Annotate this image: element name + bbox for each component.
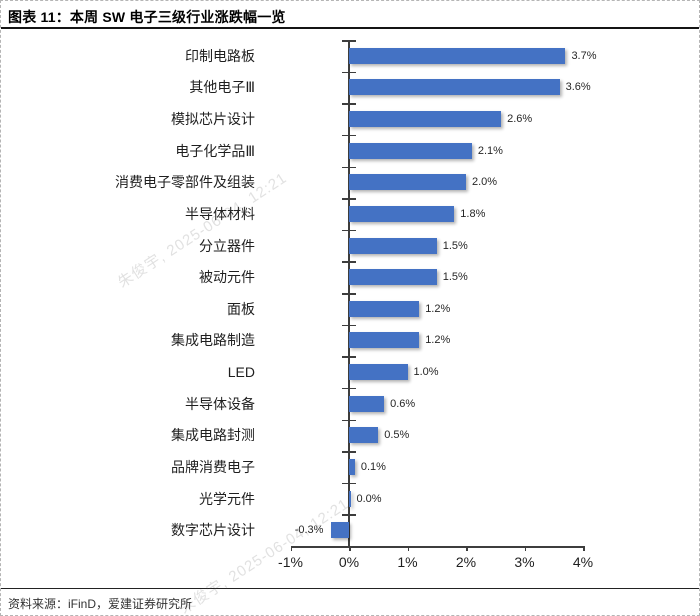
- x-axis-tick-label: 0%: [338, 554, 360, 570]
- value-label: 1.8%: [460, 207, 486, 220]
- x-axis-tick: [349, 546, 351, 551]
- x-axis-tick-label: 4%: [572, 554, 594, 570]
- x-axis-tick-label: 2%: [455, 554, 477, 570]
- value-label: 2.0%: [472, 176, 498, 189]
- x-axis-tick: [290, 546, 292, 551]
- x-axis-tick-label: 1%: [397, 554, 418, 570]
- value-label: 1.2%: [425, 302, 451, 315]
- y-axis-tick: [342, 40, 356, 42]
- y-axis-tick: [342, 356, 356, 358]
- figure-title: 图表 11：本周 SW 电子三级行业涨跌幅一览: [1, 1, 699, 29]
- y-axis-tick: [342, 166, 356, 168]
- bar: [349, 364, 408, 381]
- value-label: 3.7%: [571, 49, 597, 62]
- bar: [349, 427, 379, 444]
- bar: [349, 395, 385, 412]
- y-axis-tick: [342, 229, 356, 232]
- category-label: 半导体设备: [185, 395, 255, 412]
- value-label: 0.6%: [390, 397, 416, 410]
- value-label: 1.5%: [442, 239, 468, 252]
- value-label: 1.5%: [442, 271, 468, 284]
- bar: [349, 47, 566, 64]
- category-label: 集成电路制造: [171, 332, 255, 349]
- y-axis-tick: [342, 451, 356, 453]
- category-label: 电子化学品Ⅲ: [175, 142, 255, 159]
- value-label: 1.2%: [425, 334, 451, 347]
- y-axis-tick: [342, 324, 356, 327]
- value-label: 2.6%: [507, 113, 533, 126]
- value-label: 2.1%: [477, 144, 503, 157]
- x-axis-tick: [407, 546, 409, 551]
- value-label: 0.0%: [356, 492, 382, 505]
- bar: [349, 111, 502, 128]
- y-axis-tick: [342, 198, 356, 200]
- value-label: 0.5%: [384, 429, 410, 442]
- bar: [349, 490, 351, 507]
- bar: [349, 458, 355, 475]
- x-axis-tick: [583, 546, 585, 551]
- category-label: 数字芯片设计: [171, 522, 255, 539]
- x-axis-tick-label: 3%: [514, 554, 535, 570]
- bar-chart: -1% 0% 1% 2% 3% 4% 印制电路板 3.7% 其他电子Ⅲ 3.6% 模拟芯片设计 2.6…: [1, 29, 699, 588]
- x-axis-tick: [524, 546, 526, 551]
- category-label: 集成电路封测: [171, 427, 255, 444]
- category-label: 模拟芯片设计: [171, 111, 255, 128]
- bar: [349, 269, 437, 286]
- y-axis-tick: [342, 482, 356, 485]
- category-label: 被动元件: [199, 269, 255, 286]
- category-label: 光学元件: [199, 490, 255, 507]
- bar: [349, 79, 560, 96]
- bar: [349, 300, 420, 317]
- y-axis-tick: [342, 71, 356, 74]
- category-label: 半导体材料: [185, 205, 255, 222]
- bar: [349, 142, 472, 159]
- value-label: 3.6%: [565, 81, 591, 94]
- y-axis-tick: [342, 134, 356, 137]
- x-axis-tick: [466, 546, 468, 551]
- category-label: 面板: [227, 300, 255, 317]
- category-label: 其他电子Ⅲ: [189, 79, 255, 96]
- bar: [349, 174, 466, 191]
- category-label: 分立器件: [199, 237, 255, 254]
- value-label: 1.0%: [413, 366, 439, 379]
- x-axis-line: [290, 546, 583, 548]
- y-axis-tick: [342, 261, 356, 263]
- value-label: -0.3%: [294, 524, 324, 537]
- x-axis-tick-label: -1%: [278, 554, 303, 570]
- y-axis-tick: [342, 103, 356, 105]
- category-label: 印制电路板: [185, 47, 255, 64]
- figure-source: 资料来源：iFinD，爱建证券研究所: [1, 588, 699, 612]
- bar: [349, 237, 437, 254]
- y-axis-tick: [342, 387, 356, 390]
- y-axis-tick: [342, 514, 356, 516]
- category-label: 消费电子零部件及组装: [115, 174, 255, 191]
- category-label: 品牌消费电子: [171, 458, 255, 475]
- bar: [349, 205, 455, 222]
- category-label: LED: [227, 364, 255, 381]
- bar: [349, 332, 420, 349]
- value-label: 0.1%: [360, 460, 386, 473]
- y-axis-tick: [342, 293, 356, 295]
- y-axis-tick: [342, 419, 356, 421]
- bar: [331, 522, 349, 539]
